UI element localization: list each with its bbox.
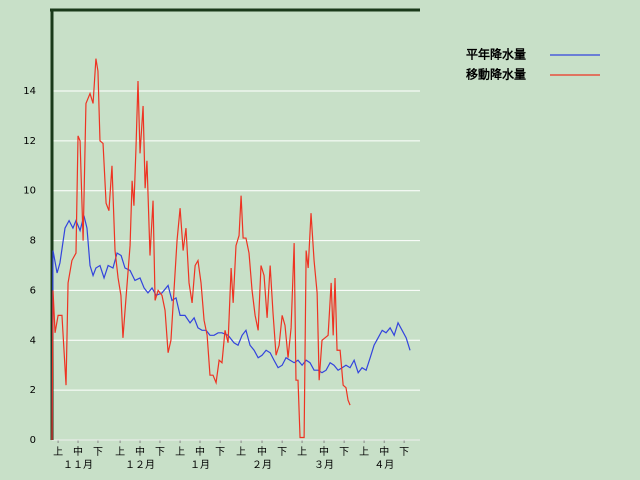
x-tick-label: 上 <box>359 446 369 458</box>
y-tick-label: 4 <box>30 335 36 346</box>
x-tick-label: 上 <box>115 446 125 458</box>
legend-label: 移動降水量 <box>466 67 526 82</box>
x-tick-label: 上 <box>53 446 63 458</box>
y-tick-label: 6 <box>30 285 36 296</box>
legend-label: 平年降水量 <box>466 47 526 62</box>
x-tick-label: 下 <box>339 447 349 458</box>
x-tick-label: 中 <box>319 445 329 458</box>
x-tick-label: 下 <box>399 447 409 458</box>
month-label: ２月 <box>252 459 272 471</box>
month-label: １月 <box>190 459 210 471</box>
x-tick-label: 下 <box>155 447 165 458</box>
y-tick-label: 8 <box>30 236 36 247</box>
x-tick-label: 中 <box>73 445 83 458</box>
month-label: １２月 <box>125 459 155 471</box>
y-tick-label: 12 <box>23 136 36 147</box>
series-line <box>51 58 351 441</box>
x-tick-label: 下 <box>93 447 103 458</box>
x-tick-label: 中 <box>257 445 267 458</box>
y-tick-label: 0 <box>30 435 36 446</box>
month-label: ４月 <box>374 459 394 471</box>
x-tick-label: 中 <box>379 445 389 458</box>
x-tick-label: 中 <box>135 445 145 458</box>
x-tick-label: 下 <box>277 447 287 458</box>
y-tick-label: 14 <box>23 86 36 97</box>
x-tick-label: 中 <box>195 445 205 458</box>
y-tick-label: 10 <box>23 186 36 197</box>
x-tick-label: 上 <box>297 446 307 458</box>
x-tick-label: 上 <box>236 446 246 458</box>
y-tick-label: 2 <box>30 385 36 396</box>
x-tick-label: 下 <box>215 447 225 458</box>
month-label: １１月 <box>63 459 93 471</box>
series-line <box>51 215 411 441</box>
month-label: ３月 <box>314 459 334 471</box>
x-tick-label: 上 <box>175 446 185 458</box>
